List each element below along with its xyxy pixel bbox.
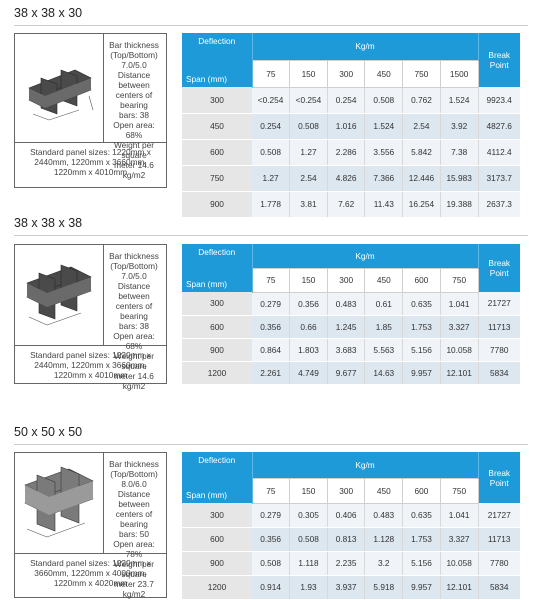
table-row: 600 0.356 0.508 0.813 1.128 1.753 3.327 … [182, 527, 520, 552]
table-row: 900 0.508 1.118 2.235 3.2 5.156 10.058 7… [182, 551, 520, 576]
span-value: 600 [182, 527, 252, 552]
break-point-value: 11713 [478, 315, 520, 339]
column-header: 750 [402, 59, 441, 88]
table-row: 1200 0.914 1.93 3.937 5.918 9.957 12.101… [182, 575, 520, 600]
break-point-value: 21727 [478, 503, 520, 528]
break-point-value: 2637.3 [478, 191, 520, 218]
span-value: 300 [182, 503, 252, 528]
product-specs: Bar thickness (Top/Bottom) 8.0/6.0 Dista… [109, 459, 159, 599]
table-row: 300 0.279 0.356 0.483 0.61 0.635 1.041 2… [182, 292, 520, 316]
deflection-table: Deflection Kg/m Break Point Span (mm) 75… [182, 244, 520, 385]
deflection-header: Deflection [182, 244, 253, 268]
span-value: 600 [182, 315, 252, 339]
product-specs: Bar thickness (Top/Bottom) 7.0/5.0 Dista… [109, 40, 159, 180]
span-value: 1200 [182, 361, 252, 385]
product-info-box: Bar thickness (Top/Bottom) 8.0/6.0 Dista… [14, 452, 167, 599]
grating-image [28, 69, 94, 121]
span-header: Span (mm) [182, 268, 253, 292]
deflection-table: Deflection Kg/m Break Point Span (mm) 75… [182, 33, 520, 218]
deflection-header: Deflection [182, 33, 253, 60]
span-header: Span (mm) [182, 60, 253, 87]
column-header: 75 [251, 267, 291, 293]
span-value: 900 [182, 338, 252, 362]
section-divider [14, 25, 528, 26]
column-header: 300 [326, 59, 366, 88]
span-value: 750 [182, 165, 252, 192]
break-point-value: 4827.6 [478, 113, 520, 140]
table-row: 900 1.778 3.81 7.62 11.43 16.254 19.388 … [182, 191, 520, 218]
product-specs: Bar thickness (Top/Bottom) 7.0/5.0 Dista… [109, 251, 159, 391]
span-value: 450 [182, 113, 252, 140]
break-point-value: 5834 [478, 361, 520, 385]
section-title: 38 x 38 x 30 [14, 6, 83, 20]
span-value: 900 [182, 551, 252, 576]
column-header: 450 [364, 267, 404, 293]
section-divider [14, 444, 528, 445]
product-info-box: Bar thickness (Top/Bottom) 7.0/5.0 Dista… [14, 33, 167, 188]
column-header: 75 [251, 59, 291, 88]
span-value: 600 [182, 139, 252, 166]
section-divider [14, 235, 528, 236]
span-value: 900 [182, 191, 252, 218]
break-point-value: 5834 [478, 575, 520, 600]
grating-image [24, 466, 94, 538]
column-header: 300 [326, 477, 366, 504]
span-header: Span (mm) [182, 478, 253, 503]
break-point-value: 9923.4 [478, 87, 520, 114]
table-row: 750 1.27 2.54 4.826 7.366 12.446 15.983 … [182, 165, 520, 192]
break-point-header: Break Point [478, 244, 520, 292]
column-header: 150 [289, 477, 328, 504]
break-point-value: 21727 [478, 292, 520, 316]
break-point-value: 7780 [478, 551, 520, 576]
span-value: 1200 [182, 575, 252, 600]
column-header: 300 [326, 267, 366, 293]
table-row: 300 0.279 0.305 0.406 0.483 0.635 1.041 … [182, 503, 520, 528]
span-value: 300 [182, 292, 252, 316]
deflection-table: Deflection Kg/m Break Point Span (mm) 75… [182, 452, 520, 600]
product-info-box: Bar thickness (Top/Bottom) 7.0/5.0 Dista… [14, 244, 167, 391]
column-header: 150 [289, 267, 328, 293]
section-title: 50 x 50 x 50 [14, 425, 83, 439]
break-point-value: 11713 [478, 527, 520, 552]
panel-sizes: Standard panel sizes: 1220mm x 2440mm, 1… [30, 147, 151, 177]
column-header: 750 [439, 477, 479, 504]
span-value: 300 [182, 87, 252, 114]
break-point-header: Break Point [478, 452, 520, 503]
grating-image [26, 264, 92, 326]
break-point-value: 7780 [478, 338, 520, 362]
column-header: 1500 [439, 59, 479, 88]
break-point-header: Break Point [478, 33, 520, 87]
section-title: 38 x 38 x 38 [14, 216, 83, 230]
table-row: 1200 2.261 4.749 9.677 14.63 9.957 12.10… [182, 361, 520, 385]
panel-sizes: Standard panel sizes: 1220mm x 3660mm, 1… [30, 558, 151, 588]
column-header: 75 [251, 477, 291, 504]
panel-sizes: Standard panel sizes: 1220mm x 2440mm, 1… [30, 350, 151, 380]
unit-header: Kg/m [252, 244, 479, 268]
column-header: 450 [364, 59, 404, 88]
table-row: 450 0.254 0.508 1.016 1.524 2.54 3.92 48… [182, 113, 520, 140]
deflection-header: Deflection [182, 452, 253, 478]
table-row: 600 0.356 0.66 1.245 1.85 1.753 3.327 11… [182, 315, 520, 339]
column-header: 450 [364, 477, 404, 504]
unit-header: Kg/m [252, 452, 479, 478]
table-row: 300 <0.254 <0.254 0.254 0.508 0.762 1.52… [182, 87, 520, 114]
column-header: 150 [289, 59, 328, 88]
table-row: 600 0.508 1.27 2.286 3.556 5.842 7.38 41… [182, 139, 520, 166]
column-header: 600 [402, 477, 441, 504]
unit-header: Kg/m [252, 33, 479, 60]
break-point-value: 4112.4 [478, 139, 520, 166]
table-row: 900 0.864 1.803 3.683 5.563 5.156 10.058… [182, 338, 520, 362]
column-header: 600 [402, 267, 441, 293]
column-header: 750 [439, 267, 479, 293]
break-point-value: 3173.7 [478, 165, 520, 192]
